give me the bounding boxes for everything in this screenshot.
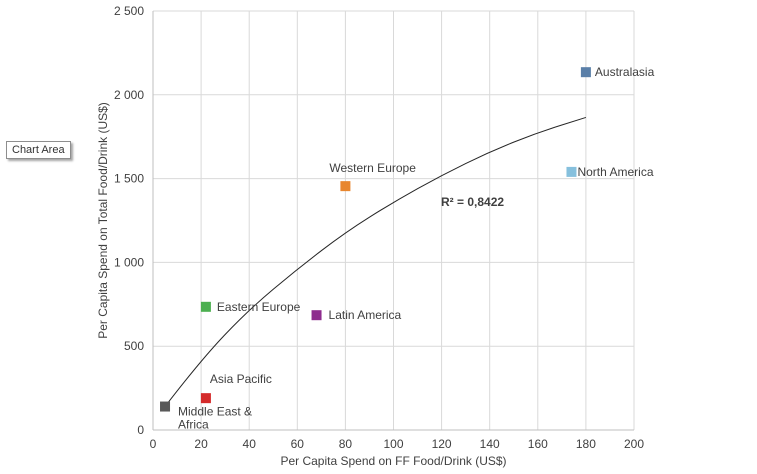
x-axis-title: Per Capita Spend on FF Food/Drink (US$) <box>280 454 506 468</box>
x-tick-label: 80 <box>339 437 353 451</box>
data-point-label: North America <box>577 165 653 179</box>
data-point <box>340 181 351 192</box>
data-point-label: Australasia <box>595 65 655 79</box>
data-point-label: Africa <box>178 418 209 432</box>
y-tick-label: 2 500 <box>114 4 144 18</box>
x-tick-label: 140 <box>480 437 500 451</box>
x-tick-label: 100 <box>383 437 403 451</box>
grid-lines <box>152 10 635 431</box>
data-point-label: Eastern Europe <box>217 300 301 314</box>
data-point <box>311 310 322 321</box>
x-tick-label: 180 <box>576 437 596 451</box>
y-axis-ticks: 0 500 1 000 1 500 2 000 2 500 <box>114 4 144 437</box>
data-point-label: Middle East & <box>178 405 252 419</box>
data-point <box>566 166 577 177</box>
chart-area-tooltip: Chart Area <box>6 141 71 159</box>
data-point <box>200 393 211 404</box>
trendline <box>164 116 587 407</box>
data-points: Middle East &Africa Asia Pacific Eastern E… <box>160 65 655 432</box>
y-tick-label: 1 500 <box>114 172 144 186</box>
data-point-label: Latin America <box>329 308 402 322</box>
x-tick-label: 0 <box>150 437 157 451</box>
trendline-group <box>164 116 587 407</box>
y-tick-label: 0 <box>137 423 144 437</box>
x-tick-label: 40 <box>243 437 257 451</box>
x-axis-ticks: 0 20 40 60 80 100 120 140 160 180 200 <box>150 437 645 451</box>
y-tick-label: 1 000 <box>114 255 144 269</box>
r-squared-annotation: R² = 0,8422 <box>441 195 504 209</box>
x-tick-label: 20 <box>194 437 208 451</box>
data-point <box>200 301 211 312</box>
data-point <box>580 67 591 78</box>
x-tick-label: 200 <box>624 437 644 451</box>
y-axis-title: Per Capita Spend on Total Food/Drink (US… <box>96 102 110 339</box>
data-point-label: Asia Pacific <box>210 372 272 386</box>
y-tick-label: 500 <box>124 339 144 353</box>
data-point-label: Western Europe <box>329 161 416 175</box>
y-tick-label: 2 000 <box>114 88 144 102</box>
data-point <box>160 401 171 412</box>
x-tick-label: 60 <box>291 437 305 451</box>
x-tick-label: 120 <box>432 437 452 451</box>
x-tick-label: 160 <box>528 437 548 451</box>
